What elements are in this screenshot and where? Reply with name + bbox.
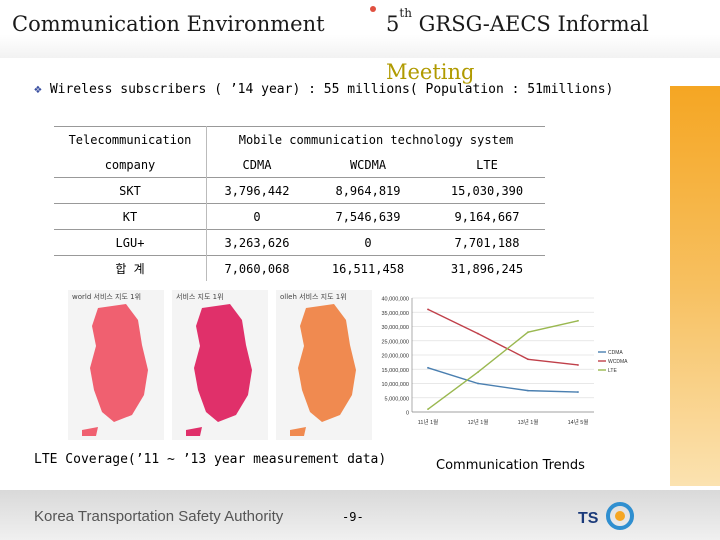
- meeting-title: 5th GRSG-AECS Informal: [386, 6, 649, 36]
- cell-wcdma: 0: [307, 229, 429, 256]
- coverage-map-lgu: 서비스 지도 1위: [172, 290, 268, 440]
- organization-name: Korea Transportation Safety Authority: [34, 508, 284, 525]
- data-point: [577, 391, 579, 393]
- cell-company: SKT: [54, 177, 207, 204]
- meeting-subtitle: Meeting: [386, 60, 475, 84]
- cell-lte: 31,896,245: [429, 255, 545, 281]
- cell-lte: 7,701,188: [429, 229, 545, 256]
- cell-cdma: 7,060,068: [206, 255, 307, 281]
- header-company-bottom: company: [54, 152, 207, 178]
- series-line-cdma: [427, 367, 579, 393]
- y-tick-label: 25,000,000: [381, 339, 409, 345]
- bullet-point: ❖ Wireless subscribers ( ’14 year) : 55 m…: [34, 82, 613, 97]
- header-cdma: CDMA: [242, 157, 272, 172]
- table-row: LGU+ 3,263,626 0 7,701,188: [54, 229, 545, 256]
- x-tick-label: 11년 1월: [418, 418, 438, 426]
- cell-company: 합 계: [54, 255, 207, 281]
- table-row: SKT 3,796,442 8,964,819 15,030,390: [54, 177, 545, 204]
- decorative-stripe: [670, 86, 720, 486]
- y-tick-label: 5,000,000: [385, 396, 409, 402]
- y-tick-label: 30,000,000: [381, 325, 409, 331]
- cell-company: LGU+: [54, 229, 207, 256]
- coverage-map-kt: olleh 서비스 지도 1위: [276, 290, 372, 440]
- cell-lte: 15,030,390: [429, 177, 545, 204]
- page-number: -9-: [342, 510, 364, 524]
- data-point: [527, 358, 529, 361]
- y-tick-label: 15,000,000: [381, 368, 409, 374]
- data-point: [527, 331, 529, 334]
- table-header-row: Telecommunication Mobile communication t…: [54, 126, 545, 152]
- meeting-title-number: 5: [386, 12, 400, 36]
- header-group: Mobile communication technology system: [206, 126, 545, 152]
- y-tick-label: 0: [406, 411, 409, 417]
- cell-cdma: 3,796,442: [206, 177, 307, 204]
- bullet-text: Wireless subscribers ( ’14 year) : 55 mi…: [49, 82, 614, 97]
- y-tick-label: 20,000,000: [381, 354, 409, 360]
- series-line-lte: [427, 320, 579, 410]
- table-row: KT 0 7,546,639 9,164,667: [54, 203, 545, 230]
- meeting-title-text: GRSG-AECS Informal: [411, 12, 649, 36]
- cell-cdma: 0: [206, 203, 307, 230]
- x-tick-label: 13년 1월: [518, 418, 539, 426]
- coverage-maps: world 서비스 지도 1위 서비스 지도 1위 olleh 서비스 지도 1…: [68, 290, 372, 440]
- cell-cdma: 3,263,626: [206, 229, 307, 256]
- legend-label: LTE: [608, 368, 617, 374]
- map-brand-label: 서비스 지도 1위: [176, 293, 224, 301]
- coverage-caption: LTE Coverage(’11 ~ ’13 year measurement …: [34, 452, 387, 467]
- cell-wcdma: 16,511,458: [307, 255, 429, 281]
- data-point: [427, 366, 429, 369]
- x-tick-label: 12년 1월: [468, 418, 489, 426]
- table-row: 합 계 7,060,068 16,511,458 31,896,245: [54, 255, 545, 281]
- cell-lte: 9,164,667: [429, 203, 545, 230]
- data-point: [477, 371, 479, 373]
- y-tick-label: 40,000,000: [381, 297, 409, 303]
- legend-label: WCDMA: [608, 359, 628, 365]
- data-point: [477, 382, 479, 385]
- data-point: [577, 319, 579, 322]
- diamond-bullet-icon: ❖: [34, 82, 42, 97]
- series-line-wcdma: [427, 308, 579, 366]
- cell-company: KT: [54, 203, 207, 230]
- cell-wcdma: 8,964,819: [307, 177, 429, 204]
- data-point: [427, 408, 429, 411]
- map-brand-label: world 서비스 지도 1위: [72, 293, 142, 301]
- table-header-row: company CDMA WCDMA LTE: [54, 152, 545, 178]
- data-point: [527, 389, 529, 392]
- decorative-dot: [370, 6, 376, 12]
- map-brand-label: olleh 서비스 지도 1위: [280, 293, 347, 301]
- chart-background: [372, 290, 634, 440]
- ts-logo-icon: TS: [578, 502, 634, 530]
- trend-chart: 40,000,000 35,000,000 30,000,000 25,000,000…: [372, 290, 634, 440]
- header-lte: LTE: [476, 157, 498, 172]
- header-company-top: Telecommunication: [54, 126, 207, 152]
- cell-wcdma: 7,546,639: [307, 203, 429, 230]
- slide-title: Communication Environment: [12, 12, 325, 36]
- x-tick-label: 14년 5월: [568, 418, 589, 426]
- trends-caption: Communication Trends: [436, 458, 585, 473]
- data-point: [577, 364, 579, 366]
- coverage-map-skt: world 서비스 지도 1위: [68, 290, 164, 440]
- footer-bar: Korea Transportation Safety Authority -9…: [0, 490, 720, 540]
- y-tick-label: 10,000,000: [381, 382, 409, 388]
- logo-text: TS: [578, 510, 599, 527]
- data-point: [477, 332, 479, 335]
- data-point: [427, 308, 429, 311]
- subscriber-table: Telecommunication Mobile communication t…: [54, 126, 545, 281]
- legend-label: CDMA: [608, 350, 623, 356]
- header-wcdma: WCDMA: [349, 157, 387, 172]
- title-bar: [0, 0, 720, 58]
- y-tick-label: 35,000,000: [381, 311, 409, 317]
- meeting-title-sup: th: [399, 6, 412, 20]
